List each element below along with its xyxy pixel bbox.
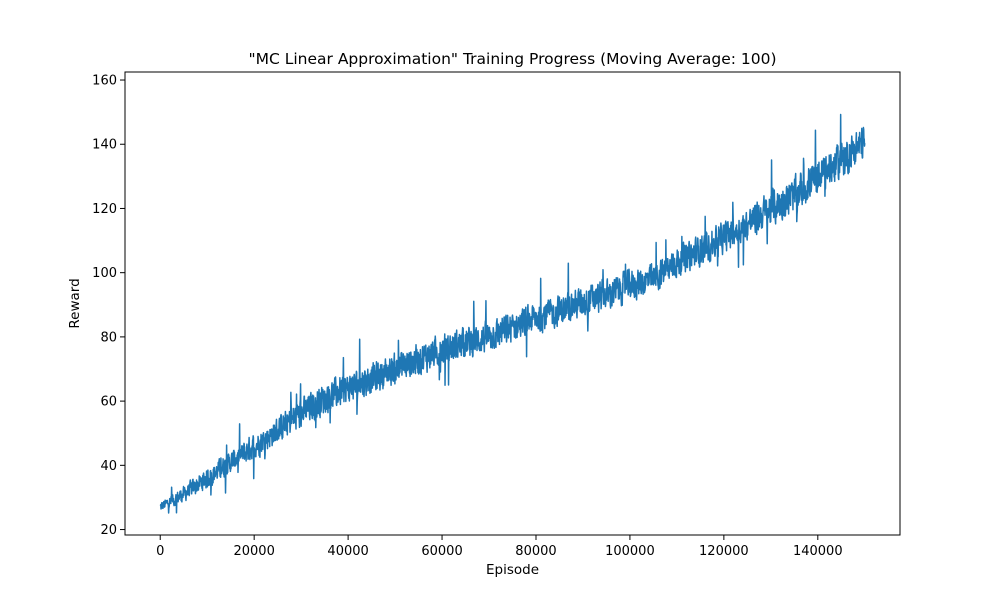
y-tick-label: 80 xyxy=(100,330,117,345)
x-tick-label: 0 xyxy=(156,544,164,559)
x-tick-label: 60000 xyxy=(421,544,462,559)
chart-title: "MC Linear Approximation" Training Progr… xyxy=(248,50,776,68)
y-tick-label: 120 xyxy=(92,202,117,217)
x-axis-label: Episode xyxy=(486,562,539,578)
y-tick-label: 40 xyxy=(100,459,117,474)
x-tick-label: 140000 xyxy=(793,544,843,559)
x-tick-label: 20000 xyxy=(233,544,274,559)
x-tick-label: 100000 xyxy=(605,544,655,559)
y-tick-label: 160 xyxy=(92,74,117,89)
x-axis: 0 20000 40000 60000 80000 100000 120000 140000 xyxy=(156,535,843,559)
x-tick-label: 80000 xyxy=(515,544,556,559)
x-tick-label: 120000 xyxy=(699,544,749,559)
series-layer xyxy=(159,113,866,514)
y-tick-label: 100 xyxy=(92,266,117,281)
series-line xyxy=(159,113,866,514)
x-tick-label: 40000 xyxy=(327,544,368,559)
plot-frame xyxy=(124,71,901,536)
y-tick-label: 20 xyxy=(100,523,117,538)
y-axis: 20 40 60 80 100 120 140 160 xyxy=(92,74,125,538)
y-tick-label: 140 xyxy=(92,138,117,153)
y-tick-label: 60 xyxy=(100,395,117,410)
y-axis-label: Reward xyxy=(67,278,83,328)
